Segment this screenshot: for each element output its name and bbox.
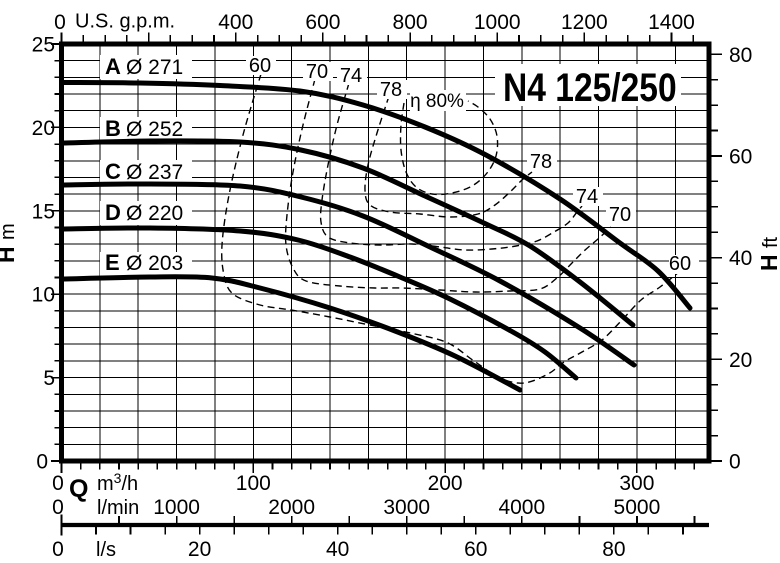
svg-text:60: 60	[249, 55, 271, 77]
svg-text:Q: Q	[69, 475, 88, 503]
svg-text:l/min: l/min	[97, 497, 139, 519]
svg-text:400: 400	[218, 11, 253, 34]
svg-text:B: B	[105, 116, 121, 141]
svg-text:74: 74	[576, 186, 598, 208]
svg-text:20: 20	[32, 117, 55, 140]
svg-text:70: 70	[306, 61, 328, 83]
svg-text:3000: 3000	[383, 496, 430, 519]
svg-text:600: 600	[305, 11, 340, 34]
svg-text:60: 60	[464, 538, 487, 558]
svg-text:300: 300	[619, 472, 654, 495]
svg-text:10: 10	[32, 284, 55, 307]
svg-text:1200: 1200	[561, 11, 608, 34]
svg-text:20: 20	[729, 349, 752, 372]
svg-text:78: 78	[530, 151, 552, 173]
svg-text:l/s: l/s	[96, 539, 116, 558]
svg-text:0: 0	[54, 11, 66, 34]
svg-text:40: 40	[326, 538, 349, 558]
svg-text:Ø 252: Ø 252	[126, 118, 183, 141]
svg-text:1000: 1000	[153, 496, 200, 519]
svg-text:0: 0	[52, 538, 64, 558]
svg-text:Ø 220: Ø 220	[126, 202, 183, 225]
svg-text:1400: 1400	[648, 11, 695, 34]
svg-text:100: 100	[236, 472, 271, 495]
svg-text:D: D	[105, 200, 121, 225]
svg-text:20: 20	[188, 538, 211, 558]
svg-text:74: 74	[340, 65, 362, 87]
svg-text:80: 80	[729, 44, 752, 67]
svg-text:U.S. g.p.m.: U.S. g.p.m.	[75, 11, 175, 33]
svg-text:15: 15	[32, 200, 55, 223]
svg-text:70: 70	[609, 204, 631, 226]
svg-text:0: 0	[36, 451, 48, 474]
svg-text:Ø 237: Ø 237	[126, 161, 183, 184]
svg-text:0: 0	[52, 472, 64, 495]
svg-text:0: 0	[729, 451, 741, 474]
svg-text:Ø 271: Ø 271	[126, 56, 183, 79]
svg-text:40: 40	[729, 247, 752, 270]
svg-text:H ft: H ft	[756, 236, 780, 271]
svg-text:4000: 4000	[498, 496, 545, 519]
svg-text:80: 80	[602, 538, 625, 558]
svg-text:H m: H m	[0, 223, 19, 263]
svg-text:2000: 2000	[268, 496, 315, 519]
svg-text:N4 125/250: N4 125/250	[503, 65, 677, 109]
svg-text:60: 60	[669, 253, 691, 275]
svg-text:Ø 203: Ø 203	[126, 252, 183, 275]
svg-text:A: A	[105, 54, 121, 79]
svg-text:800: 800	[393, 11, 428, 34]
svg-text:60: 60	[729, 145, 752, 168]
svg-text:C: C	[105, 159, 121, 184]
svg-text:200: 200	[428, 472, 463, 495]
svg-text:5000: 5000	[614, 496, 661, 519]
svg-text:78: 78	[380, 79, 402, 101]
svg-text:η 80%: η 80%	[410, 91, 464, 112]
svg-text:E: E	[105, 250, 120, 275]
svg-text:5: 5	[43, 367, 55, 390]
svg-text:0: 0	[52, 496, 64, 519]
svg-text:1000: 1000	[474, 11, 521, 34]
svg-text:25: 25	[32, 34, 55, 57]
